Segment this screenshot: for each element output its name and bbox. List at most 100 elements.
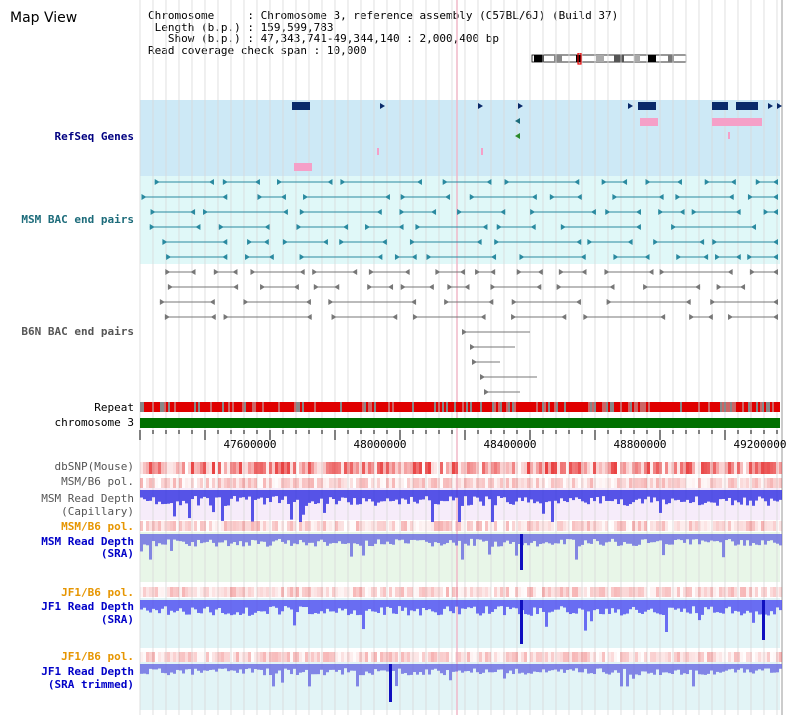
bac-end — [381, 239, 387, 245]
heat-cell — [206, 462, 209, 474]
depth-bar — [167, 534, 170, 540]
depth-bar — [611, 600, 614, 609]
depth-bar — [356, 600, 359, 616]
heat-cell — [377, 652, 380, 662]
heat-cell — [695, 462, 698, 474]
heat-cell — [674, 587, 677, 597]
depth-bar — [266, 490, 269, 499]
bac-end — [747, 254, 753, 260]
heat-cell — [608, 652, 611, 662]
heat-cell — [236, 462, 239, 474]
heat-cell — [410, 652, 413, 662]
repeat-segment — [366, 402, 368, 412]
heat-cell — [203, 462, 206, 474]
heat-cell — [593, 652, 596, 662]
heat-cell — [233, 462, 236, 474]
repeat-segment — [250, 402, 252, 412]
depth-bar — [584, 600, 587, 631]
depth-bar — [743, 534, 746, 546]
depth-bar — [566, 534, 569, 540]
repeat-segment — [732, 402, 734, 412]
heat-cell — [467, 587, 470, 597]
heat-cell — [215, 652, 218, 662]
heat-cell — [320, 478, 323, 488]
depth-bar — [404, 664, 407, 674]
heat-cell — [734, 462, 737, 474]
heat-cell — [296, 587, 299, 597]
bac-end — [609, 284, 615, 290]
depth-bar — [347, 664, 350, 673]
depth-bar — [470, 600, 473, 609]
b6n-bac-label[interactable]: B6N BAC end pairs — [21, 325, 134, 338]
heat-cell — [143, 652, 146, 662]
heat-cell — [338, 462, 341, 474]
repeat-segment — [422, 402, 424, 412]
heat-cell — [638, 521, 641, 531]
heat-cell — [623, 521, 626, 531]
heat-cell — [671, 478, 674, 488]
bac-end — [500, 209, 506, 215]
depth-bar — [386, 600, 389, 607]
heat-cell — [470, 478, 473, 488]
bac-end — [210, 314, 216, 320]
repeat-segment — [744, 402, 746, 412]
depth-bar — [494, 664, 497, 673]
heat-cell — [332, 587, 335, 597]
repeat-segment — [368, 402, 370, 412]
depth-bar — [551, 534, 554, 545]
heat-cell — [632, 462, 635, 474]
heat-cell — [305, 587, 308, 597]
depth-bar — [755, 534, 758, 545]
depth-bar — [599, 664, 602, 669]
heat-cell — [635, 652, 638, 662]
depth-bar — [605, 534, 608, 543]
depth-bar — [674, 600, 677, 610]
heat-cell — [191, 587, 194, 597]
heat-cell — [764, 462, 767, 474]
repeat-segment — [158, 402, 160, 412]
msm-bac-label[interactable]: MSM BAC end pairs — [21, 213, 134, 226]
bac-end — [164, 314, 170, 320]
heat-cell — [548, 652, 551, 662]
heat-cell — [650, 587, 653, 597]
bac-end — [303, 194, 309, 200]
heat-cell — [725, 462, 728, 474]
depth-bar — [317, 534, 320, 542]
heat-cell — [317, 587, 320, 597]
depth-bar — [752, 534, 755, 544]
heat-cell — [506, 587, 509, 597]
refseq-genes-label[interactable]: RefSeq Genes — [54, 130, 134, 143]
depth-bar — [452, 664, 455, 672]
heat-cell — [494, 521, 497, 531]
bac-end — [331, 314, 337, 320]
depth-bar — [323, 490, 326, 513]
heat-cell — [746, 521, 749, 531]
depth-bar — [725, 664, 728, 671]
depth-bar — [152, 600, 155, 609]
heat-cell — [404, 652, 407, 662]
depth-bar — [659, 534, 662, 541]
depth-bar — [452, 600, 455, 614]
heat-cell — [683, 478, 686, 488]
depth-bar — [326, 664, 329, 673]
depth-bar — [758, 664, 761, 670]
depth-bar — [179, 490, 182, 506]
heat-cell — [707, 652, 710, 662]
heat-cell — [209, 587, 212, 597]
heat-cell — [332, 478, 335, 488]
heat-cell — [359, 462, 362, 474]
heat-cell — [752, 652, 755, 662]
depth-bar — [668, 534, 671, 545]
heat-cell — [755, 521, 758, 531]
bac-end — [472, 359, 477, 365]
heat-cell — [317, 652, 320, 662]
depth-bar — [560, 600, 563, 607]
heat-cell — [716, 521, 719, 531]
depth-bar — [443, 534, 446, 545]
heat-cell — [716, 587, 719, 597]
depth-bar — [704, 534, 707, 542]
heat-cell — [308, 652, 311, 662]
depth-bar — [686, 534, 689, 540]
repeat-segment — [386, 402, 388, 412]
heat-cell — [461, 478, 464, 488]
